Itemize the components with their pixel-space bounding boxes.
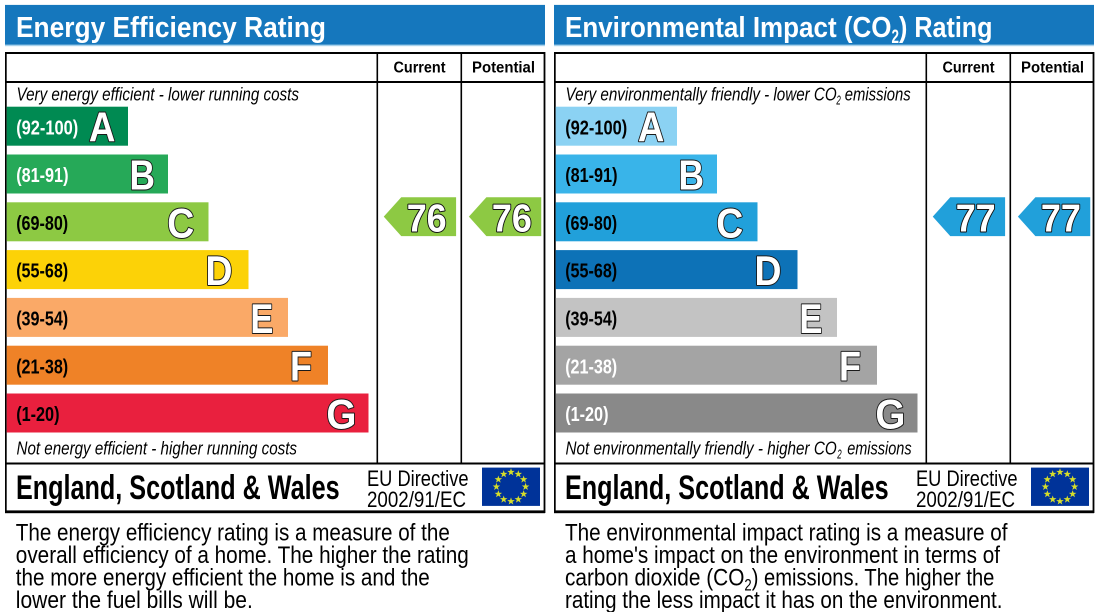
svg-text:) emissions. The higher the: ) emissions. The higher the	[752, 566, 995, 592]
svg-text:G: G	[875, 391, 905, 438]
svg-text:G: G	[326, 391, 356, 438]
svg-text:C: C	[167, 199, 194, 246]
svg-text:2: 2	[837, 447, 842, 462]
svg-text:The energy efficiency rating i: The energy efficiency rating is a measur…	[16, 521, 450, 547]
svg-text:Very environmentally friendly: Very environmentally friendly - lower CO	[566, 85, 837, 105]
svg-text:England, Scotland & Wales: England, Scotland & Wales	[16, 469, 340, 507]
svg-text:(39-54): (39-54)	[565, 309, 617, 331]
svg-text:England, Scotland & Wales: England, Scotland & Wales	[565, 469, 889, 507]
svg-text:D: D	[206, 247, 233, 294]
svg-text:) Rating: ) Rating	[899, 12, 993, 44]
svg-text:emissions: emissions	[845, 85, 911, 105]
svg-text:Not energy efficient - higher: Not energy efficient - higher running co…	[17, 439, 298, 459]
svg-text:a home's impact on the environ: a home's impact on the environment in te…	[565, 543, 1000, 569]
svg-text:2: 2	[744, 576, 751, 595]
svg-text:2: 2	[892, 27, 900, 48]
svg-text:A: A	[89, 104, 116, 151]
svg-text:(55-68): (55-68)	[565, 261, 617, 283]
svg-text:EU Directive: EU Directive	[367, 466, 469, 491]
svg-text:EU Directive: EU Directive	[916, 466, 1018, 491]
svg-text:(21-38): (21-38)	[16, 356, 68, 378]
svg-text:(92-100): (92-100)	[16, 117, 78, 139]
svg-text:overall efficiency of a home.: overall efficiency of a home. The higher…	[16, 543, 469, 569]
svg-text:rating the less impact it has: rating the less impact it has on the env…	[565, 588, 1003, 612]
svg-text:(69-80): (69-80)	[16, 213, 68, 235]
svg-text:77: 77	[1041, 197, 1081, 240]
svg-text:76: 76	[407, 197, 447, 240]
svg-text:2002/91/EC: 2002/91/EC	[916, 487, 1015, 512]
svg-text:Energy Efficiency Rating: Energy Efficiency Rating	[16, 12, 326, 44]
svg-text:E: E	[799, 295, 822, 342]
svg-text:(1-20): (1-20)	[16, 404, 59, 426]
svg-text:carbon dioxide (CO: carbon dioxide (CO	[565, 566, 744, 592]
svg-text:2002/91/EC: 2002/91/EC	[367, 487, 466, 512]
svg-text:(69-80): (69-80)	[565, 213, 617, 235]
svg-text:(21-38): (21-38)	[565, 356, 617, 378]
svg-text:76: 76	[492, 197, 532, 240]
svg-text:Environmental Impact (CO: Environmental Impact (CO	[565, 12, 892, 44]
svg-text:Very energy efficient - lower: Very energy efficient - lower running co…	[17, 85, 300, 105]
svg-text:77: 77	[956, 197, 996, 240]
svg-text:C: C	[716, 199, 743, 246]
svg-text:(81-91): (81-91)	[565, 165, 617, 187]
svg-text:(81-91): (81-91)	[16, 165, 68, 187]
svg-text:E: E	[250, 295, 273, 342]
svg-text:B: B	[130, 152, 156, 199]
svg-text:Potential: Potential	[472, 60, 535, 77]
svg-text:Current: Current	[394, 60, 446, 77]
svg-text:(1-20): (1-20)	[565, 404, 608, 426]
svg-text:F: F	[839, 343, 861, 390]
svg-text:emissions: emissions	[847, 439, 911, 459]
svg-text:2: 2	[836, 93, 841, 108]
svg-text:D: D	[755, 247, 782, 294]
svg-text:lower the fuel bills will be.: lower the fuel bills will be.	[16, 588, 253, 612]
svg-text:A: A	[638, 104, 665, 151]
svg-text:The environmental impact ratin: The environmental impact rating is a mea…	[565, 521, 1008, 547]
svg-text:(55-68): (55-68)	[16, 261, 68, 283]
svg-text:B: B	[679, 152, 705, 199]
svg-text:Potential: Potential	[1021, 60, 1084, 77]
svg-text:Not environmentally friendly -: Not environmentally friendly - higher CO	[566, 439, 837, 459]
svg-text:(92-100): (92-100)	[565, 117, 627, 139]
svg-text:Current: Current	[943, 60, 995, 77]
svg-text:the more energy efficient the: the more energy efficient the home is an…	[16, 566, 430, 592]
svg-text:(39-54): (39-54)	[16, 309, 68, 331]
svg-text:F: F	[290, 343, 312, 390]
